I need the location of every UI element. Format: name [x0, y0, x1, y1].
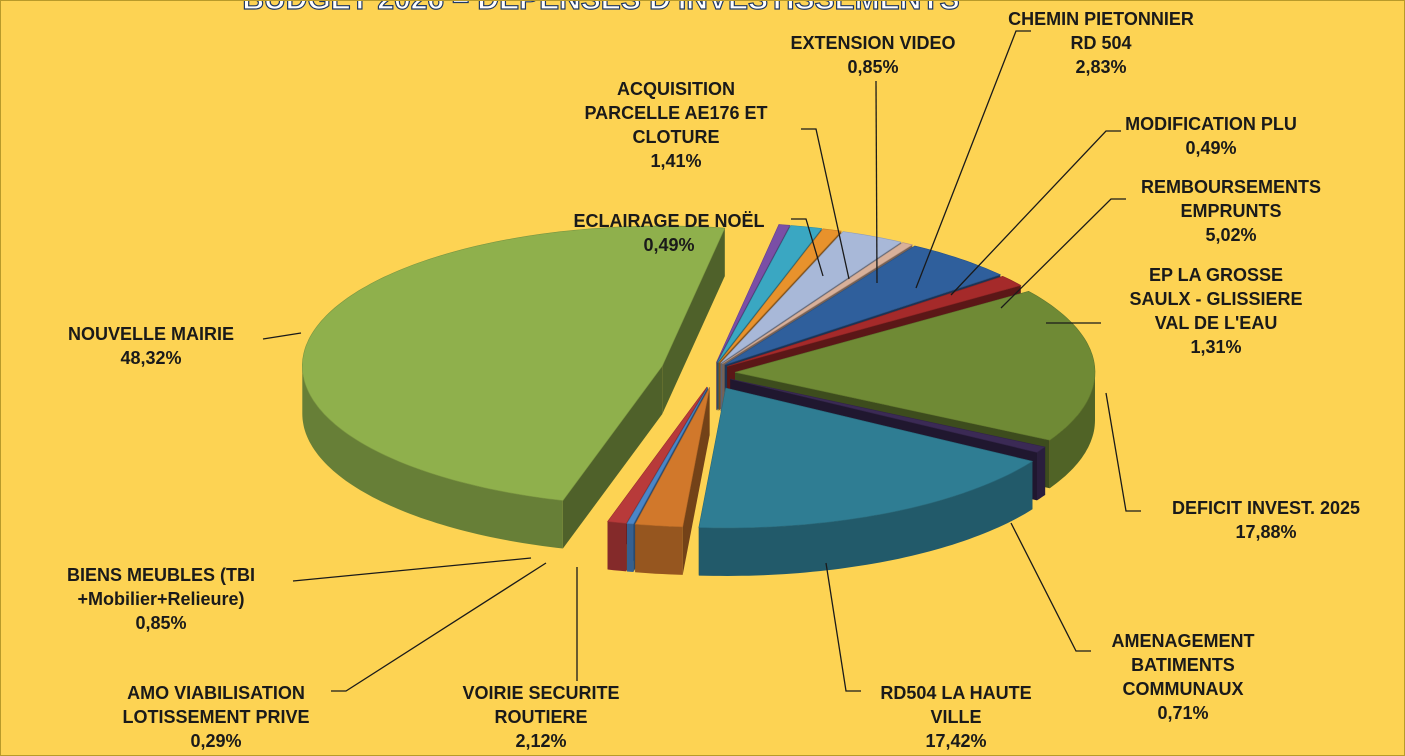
slice-label: DEFICIT INVEST. 2025 17,88% [1172, 496, 1360, 544]
pie-slice [634, 387, 710, 575]
slice-label: RD504 LA HAUTE VILLE 17,42% [880, 681, 1031, 753]
slice-label: CHEMIN PIETONNIER RD 504 2,83% [1008, 7, 1194, 79]
value-label: 0,85% [847, 57, 899, 77]
value-label: 0,49% [1185, 138, 1237, 158]
slice-wall [698, 461, 1033, 576]
category-label: EP LA GROSSE SAULX - GLISSIERE VAL DE L'… [1129, 265, 1303, 333]
category-label: NOUVELLE MAIRIE [67, 324, 235, 344]
category-label: AMO VIABILISATION LOTISSEMENT PRIVE [122, 683, 310, 727]
slice-top [730, 378, 1046, 453]
slice-top [607, 386, 708, 524]
chart-title: BUDGET 2026 – DEPENSES D'INVESTISSEMENTS [242, 1, 959, 16]
slice-wall [1037, 447, 1046, 501]
value-label: 2,83% [1075, 57, 1127, 77]
slice-label: EP LA GROSSE SAULX - GLISSIERE VAL DE L'… [1129, 263, 1302, 359]
slice-wall [635, 524, 683, 575]
slice-top [722, 242, 914, 364]
slice-top [734, 290, 1096, 441]
pie-slice [301, 225, 726, 549]
slice-top [626, 386, 709, 525]
leader-line [1000, 198, 1126, 309]
category-label: AMENAGEMENT BATIMENTS COMMUNAUX [1111, 631, 1255, 699]
value-label: 1,31% [1190, 337, 1242, 357]
value-label: 48,32% [120, 348, 182, 368]
slice-top [698, 387, 1034, 529]
slice-label: BIENS MEUBLES (TBI +Mobilier+Relieure) 0,… [67, 563, 255, 635]
slice-label: REMBOURSEMENTS EMPRUNTS 5,02% [1141, 175, 1321, 247]
slice-side [662, 228, 725, 414]
slice-side [562, 366, 663, 549]
slice-top [301, 225, 726, 501]
category-label: VOIRIE SECURITE ROUTIERE [462, 683, 620, 727]
slice-label: EXTENSION VIDEO 0,85% [790, 31, 955, 79]
leader-line [791, 218, 824, 277]
value-label: 5,02% [1205, 225, 1257, 245]
leader-line [331, 562, 547, 692]
leader-line [1105, 392, 1141, 512]
leader-line [825, 562, 861, 692]
value-label: 2,12% [515, 731, 567, 751]
category-label: DEFICIT INVEST. 2025 [1171, 498, 1361, 518]
value-label: 0,49% [643, 235, 695, 255]
slice-label: AMENAGEMENT BATIMENTS COMMUNAUX 0,71% [1112, 629, 1255, 725]
value-label: 0,85% [135, 613, 187, 633]
slice-wall [627, 523, 634, 572]
leader-line [950, 130, 1121, 296]
value-label: 0,71% [1157, 703, 1209, 723]
category-label: EXTENSION VIDEO [790, 33, 956, 53]
slice-wall [302, 366, 563, 549]
pie-slice [698, 387, 1034, 576]
slice-label: AMO VIABILISATION LOTISSEMENT PRIVE 0,29% [122, 681, 309, 753]
slice-label: NOUVELLE MAIRIE 48,32% [68, 322, 234, 370]
slice-wall [607, 521, 627, 572]
value-label: 17,42% [925, 731, 987, 751]
category-label: REMBOURSEMENTS EMPRUNTS [1140, 177, 1322, 221]
leader-line [915, 30, 1031, 289]
slice-label: VOIRIE SECURITE ROUTIERE 2,12% [462, 681, 619, 753]
category-label: ACQUISITION PARCELLE AE176 ET CLOTURE [584, 79, 768, 147]
slice-top [718, 228, 842, 364]
slice-top [716, 224, 791, 363]
leader-line [262, 332, 302, 340]
slice-wall [1049, 372, 1095, 489]
category-label: MODIFICATION PLU [1125, 114, 1297, 134]
value-label: 17,88% [1235, 522, 1297, 542]
leader-line [1010, 522, 1091, 652]
slice-top [634, 387, 710, 528]
slice-top [720, 231, 902, 364]
slice-top [717, 225, 823, 363]
category-label: BIENS MEUBLES (TBI +Mobilier+Relieure) [66, 565, 256, 609]
slice-label: ACQUISITION PARCELLE AE176 ET CLOTURE 1,4… [584, 77, 767, 173]
value-label: 1,41% [650, 151, 702, 171]
category-label: RD504 LA HAUTE VILLE [880, 683, 1032, 727]
slice-top [724, 245, 1002, 366]
leader-line [875, 80, 878, 284]
value-label: 0,29% [190, 731, 242, 751]
leader-line [292, 557, 532, 582]
category-label: CHEMIN PIETONNIER RD 504 [1008, 9, 1194, 53]
slice-label: MODIFICATION PLU 0,49% [1125, 112, 1297, 160]
category-label: ECLAIRAGE DE NOËL [573, 211, 765, 231]
leader-line [801, 128, 850, 280]
slice-top [727, 275, 1022, 367]
slice-label: ECLAIRAGE DE NOËL 0,49% [573, 209, 764, 257]
